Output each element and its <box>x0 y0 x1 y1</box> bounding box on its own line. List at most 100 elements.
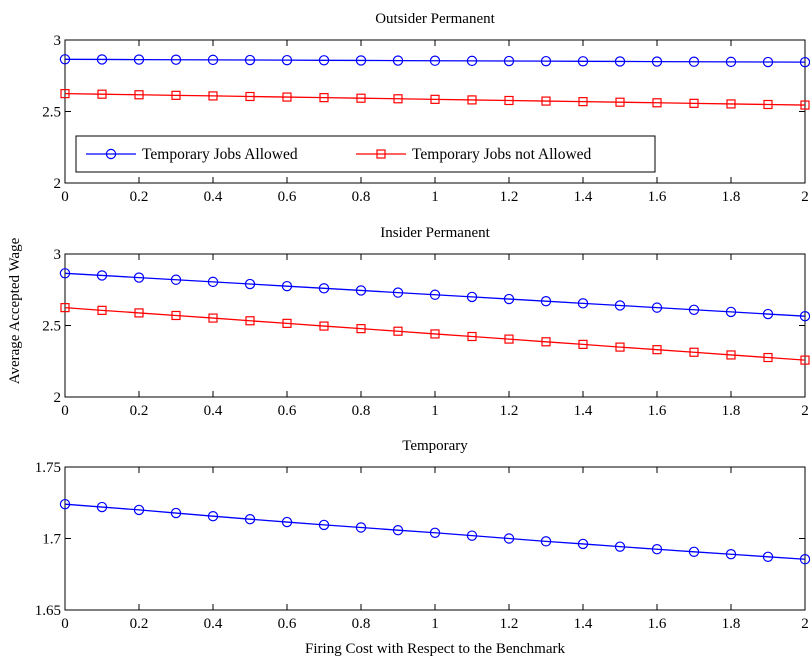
data-point <box>503 533 515 544</box>
data-point <box>577 538 589 550</box>
data-point <box>97 305 107 315</box>
legend-marker <box>105 148 117 160</box>
data-point <box>429 289 441 300</box>
data-point <box>688 56 700 67</box>
x-tick-label: 0 <box>61 616 69 632</box>
data-point <box>763 99 773 110</box>
x-tick-label: 0.4 <box>204 189 223 205</box>
data-point <box>171 90 181 100</box>
x-tick-label: 1.4 <box>574 616 593 632</box>
series-line <box>64 58 806 63</box>
data-point <box>59 268 71 279</box>
panel-2: Insider Permanent 0 0.2 0.4 0.6 0.8 1 1.2 1.4 1.6… <box>42 225 810 419</box>
plot-frame <box>64 466 806 611</box>
data-point <box>170 54 182 65</box>
x-tick-label: 0.2 <box>130 189 149 205</box>
data-point <box>60 303 70 313</box>
data-point <box>171 310 181 321</box>
data-point <box>207 54 219 66</box>
data-point <box>392 287 404 298</box>
data-point <box>429 527 441 538</box>
series-1 <box>59 268 810 322</box>
legend-entry: Temporary Jobs not Allowed <box>356 146 592 163</box>
panel-3: Temporary 0 0.2 0.4 0.6 0.8 1 1.2 1.4 1.6 1.8 2 1.65… <box>35 438 810 632</box>
x-tick-label: 1.4 <box>574 403 593 419</box>
data-point <box>281 516 293 528</box>
data-point <box>282 318 292 328</box>
x-tick-label: 1 <box>431 403 439 419</box>
x-tick-label: 0.6 <box>278 189 297 205</box>
data-point <box>319 321 329 331</box>
legend-entry: Temporary Jobs Allowed <box>86 146 298 163</box>
data-point <box>244 278 256 290</box>
data-point <box>170 507 182 519</box>
data-point <box>651 544 663 555</box>
data-point <box>356 324 366 334</box>
series-line <box>64 306 806 361</box>
data-point <box>504 95 514 106</box>
data-point <box>134 90 144 100</box>
data-point <box>614 56 626 67</box>
x-tick-label: 1.6 <box>648 616 667 632</box>
x-tick-label: 0.6 <box>278 616 297 632</box>
x-tick-label: 0.6 <box>278 403 297 419</box>
data-point <box>393 94 403 104</box>
data-point <box>651 56 663 67</box>
data-point <box>207 510 219 522</box>
series-1 <box>59 498 810 565</box>
data-point <box>725 306 737 318</box>
y-tick-label: 1.65 <box>35 603 61 619</box>
data-point <box>688 304 700 315</box>
x-tick-label: 1.8 <box>722 616 741 632</box>
x-tick-label: 1.2 <box>500 189 519 205</box>
y-tick-label: 2.5 <box>42 105 61 121</box>
series-2 <box>60 303 810 365</box>
data-point <box>96 270 108 281</box>
x-tick-label: 2 <box>801 616 809 632</box>
data-point <box>762 56 774 68</box>
x-tick-label: 1.6 <box>648 403 667 419</box>
data-point <box>319 93 329 103</box>
data-point <box>725 549 737 560</box>
x-tick-label: 1.4 <box>574 189 593 205</box>
data-point <box>281 280 293 292</box>
x-tick-label: 0.8 <box>352 189 371 205</box>
series-1 <box>59 54 810 68</box>
series-line <box>64 503 806 560</box>
data-point <box>245 316 255 326</box>
data-point <box>503 293 515 305</box>
series-line <box>64 92 806 106</box>
data-point <box>245 91 255 102</box>
x-tick-label: 0 <box>61 403 69 419</box>
data-point <box>615 342 625 352</box>
x-tick-label: 0.4 <box>204 616 223 632</box>
series-2 <box>60 89 810 110</box>
data-point <box>318 283 330 294</box>
data-point <box>466 55 478 67</box>
data-point <box>466 530 478 541</box>
data-point <box>355 285 367 296</box>
y-axis-label: Average Accepted Wage <box>7 237 23 384</box>
data-point <box>281 54 293 66</box>
x-tick-label: 0 <box>61 189 69 205</box>
y-tick-label: 1.75 <box>35 460 61 476</box>
x-axis-label: Firing Cost with Respect to the Benchmar… <box>305 641 565 657</box>
data-point <box>800 100 810 110</box>
data-point <box>393 326 403 336</box>
data-point <box>392 525 404 536</box>
y-tick-label: 2 <box>54 390 62 406</box>
y-tick-label: 1.7 <box>42 532 61 548</box>
series-line <box>64 272 806 317</box>
data-point <box>503 55 515 67</box>
data-point <box>207 276 219 288</box>
panel-title: Insider Permanent <box>380 225 490 241</box>
data-point <box>577 56 589 67</box>
x-tick-label: 1 <box>431 189 439 205</box>
data-point <box>615 97 625 107</box>
data-point <box>134 308 144 318</box>
data-point <box>762 308 774 320</box>
panel-title: Outsider Permanent <box>375 11 495 27</box>
data-point <box>318 519 330 531</box>
data-point <box>60 89 70 99</box>
